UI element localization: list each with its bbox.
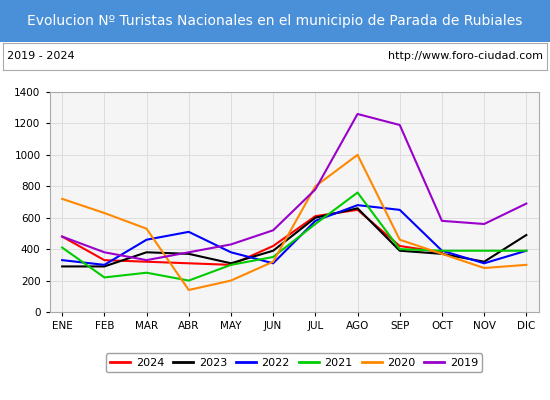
Text: Evolucion Nº Turistas Nacionales en el municipio de Parada de Rubiales: Evolucion Nº Turistas Nacionales en el m… [28, 14, 522, 28]
Text: 2019 - 2024: 2019 - 2024 [7, 51, 75, 61]
Legend: 2024, 2023, 2022, 2021, 2020, 2019: 2024, 2023, 2022, 2021, 2020, 2019 [106, 354, 482, 372]
Text: http://www.foro-ciudad.com: http://www.foro-ciudad.com [388, 51, 543, 61]
